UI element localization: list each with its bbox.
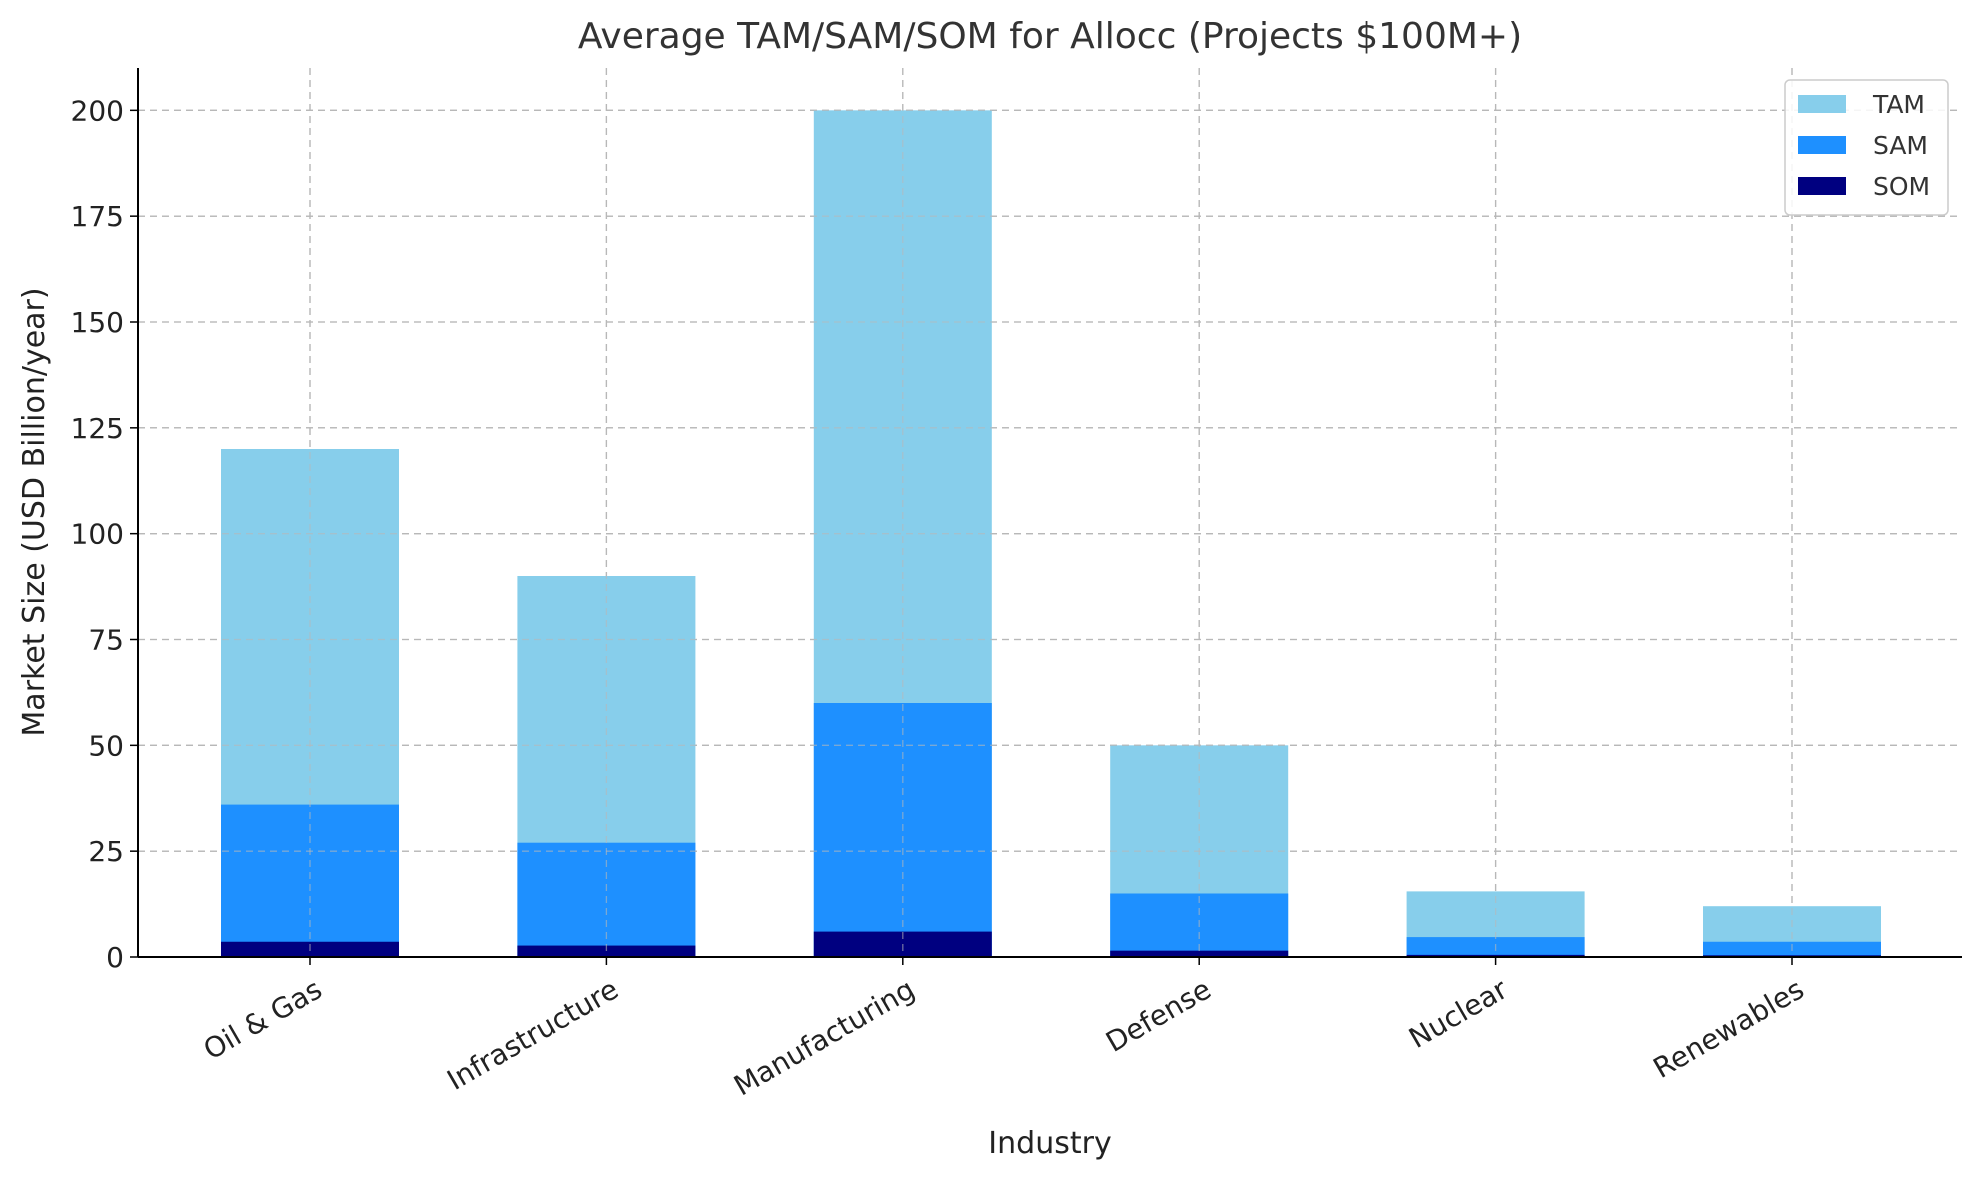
y-tick-label: 125 [71,412,124,445]
bar-som [1406,954,1585,957]
legend-label-som: SOM [1873,172,1930,201]
y-tick-label: 200 [71,94,124,127]
bar-som [517,945,696,957]
y-tick-label: 50 [88,729,124,762]
bar-som [1110,950,1289,957]
legend-swatch-sam [1798,136,1846,154]
y-tick-label: 75 [88,624,124,657]
legend-label-tam: TAM [1872,90,1925,119]
y-axis-title: Market Size (USD Billion/year) [17,287,52,736]
legend-label-sam: SAM [1873,131,1928,160]
y-tick-label: 150 [71,306,124,339]
legend-swatch-som [1798,177,1846,195]
y-tick-label: 25 [88,835,124,868]
legend-swatch-tam [1798,95,1846,113]
legend: TAM SAM SOM [1784,79,1949,216]
y-tick-label: 0 [106,941,124,974]
y-tick-label: 175 [71,200,124,233]
y-tick-label: 100 [71,518,124,551]
chart-title: Average TAM/SAM/SOM for Allocc (Projects… [578,16,1522,57]
grid-overlay [138,68,1962,957]
x-axis-title: Industry [988,1126,1111,1161]
